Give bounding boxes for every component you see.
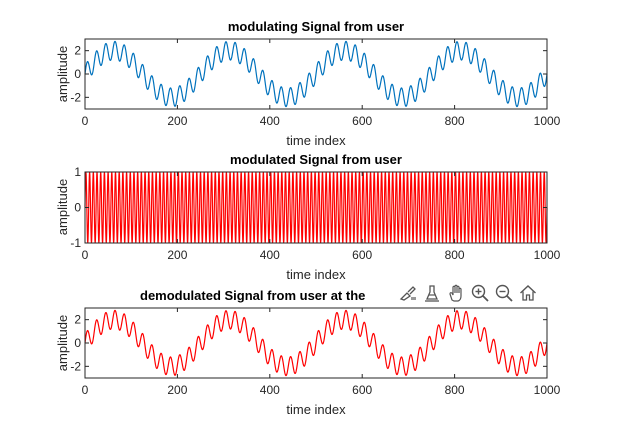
brush-icon[interactable] — [397, 282, 419, 304]
x-tick-label: 600 — [352, 114, 372, 128]
zoom-out-icon[interactable] — [493, 282, 515, 304]
x-tick-label: 800 — [445, 383, 465, 397]
x-tick-label: 0 — [82, 114, 89, 128]
x-tick-label: 800 — [445, 248, 465, 262]
x-ticks: 0 200 400 600 800 1000 — [82, 308, 561, 397]
y-ticks: -2 0 2 — [70, 44, 547, 104]
x-axis-label: time index — [286, 133, 346, 148]
x-tick-label: 400 — [260, 114, 280, 128]
plot-title: demodulated Signal from user at the — [140, 288, 365, 303]
y-tick-label: -1 — [70, 236, 81, 250]
series-lines — [84, 309, 548, 377]
x-tick-label: 1000 — [534, 114, 561, 128]
y-tick-label: 0 — [74, 67, 81, 81]
y-axis-label: amplitude — [55, 46, 70, 102]
x-tick-label: 200 — [167, 114, 187, 128]
x-axis-label: time index — [286, 402, 346, 417]
x-tick-label: 200 — [167, 383, 187, 397]
x-tick-label: 1000 — [534, 248, 561, 262]
x-tick-label: 0 — [82, 383, 89, 397]
x-tick-label: 1000 — [534, 383, 561, 397]
y-tick-label: 2 — [74, 44, 81, 58]
plot-title: modulating Signal from user — [228, 19, 404, 34]
home-icon[interactable] — [517, 282, 539, 304]
pan-hand-icon[interactable] — [445, 282, 467, 304]
series-line-0 — [84, 40, 548, 108]
axes-toolbar — [397, 280, 539, 306]
x-tick-label: 400 — [260, 248, 280, 262]
y-axis-label: amplitude — [55, 179, 70, 235]
series-line-0 — [84, 171, 548, 244]
subplot-modulated: modulated Signal from user -101 0 200 400 6… — [55, 152, 561, 282]
y-tick-label: 1 — [74, 165, 81, 179]
y-tick-label: 2 — [74, 313, 81, 327]
y-tick-label: -2 — [70, 359, 81, 373]
x-tick-label: 200 — [167, 248, 187, 262]
subplot-demodulated: demodulated Signal from user at the -202… — [55, 288, 561, 417]
x-tick-label: 800 — [445, 114, 465, 128]
x-axis-label: time index — [286, 267, 346, 282]
series-lines — [84, 171, 548, 244]
y-ticks: -2 0 2 — [70, 313, 547, 373]
x-tick-label: 600 — [352, 383, 372, 397]
subplot-modulating: modulating Signal from user -202 0 200 400… — [55, 19, 561, 148]
y-axis-label: amplitude — [55, 315, 70, 371]
x-ticks: 0 200 400 600 800 1000 — [82, 39, 561, 128]
plot-title: modulated Signal from user — [230, 152, 402, 167]
y-tick-label: -2 — [70, 90, 81, 104]
zoom-in-icon[interactable] — [469, 282, 491, 304]
y-ticks: -1 0 1 — [70, 165, 547, 250]
x-ticks: 0 200 400 600 800 1000 — [82, 172, 561, 262]
series-line-0 — [84, 309, 548, 377]
data-tips-icon[interactable] — [421, 282, 443, 304]
x-tick-label: 600 — [352, 248, 372, 262]
series-lines — [84, 40, 548, 108]
x-tick-label: 0 — [82, 248, 89, 262]
y-tick-label: 0 — [74, 201, 81, 215]
y-tick-label: 0 — [74, 336, 81, 350]
x-tick-label: 400 — [260, 383, 280, 397]
